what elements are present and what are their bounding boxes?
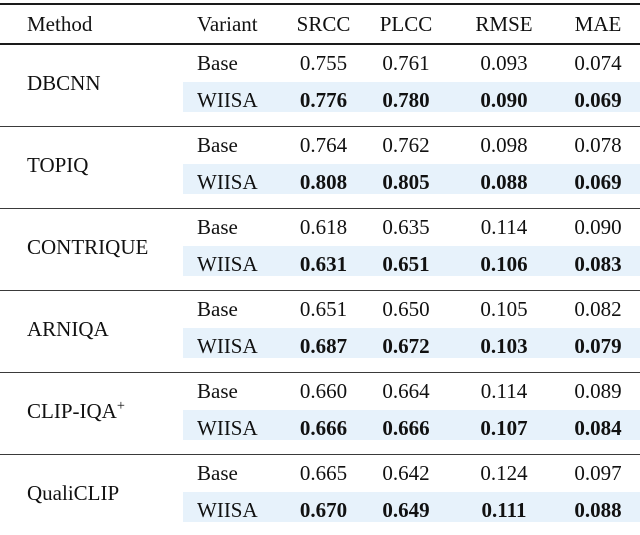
metric-value-cell: 0.084 [556,410,640,455]
metric-value-cell: 0.079 [556,328,640,373]
metric-value-cell: 0.106 [452,246,556,291]
metric-value-cell: 0.664 [360,372,452,410]
metric-value-cell: 0.088 [452,164,556,209]
metric-value-cell: 0.650 [360,290,452,328]
method-name: DBCNN [27,71,101,95]
method-superscript: + [116,398,125,414]
metric-value-cell: 0.808 [287,164,360,209]
column-header-srcc: SRCC [287,4,360,45]
metric-value-cell: 0.114 [452,372,556,410]
metric-value-cell: 0.105 [452,290,556,328]
metric-value-cell: 0.074 [574,51,622,75]
metric-value-cell: 0.780 [360,82,452,127]
metric-value-cell: 0.093 [480,51,528,75]
metric-value-cell: 0.651 [287,290,360,328]
method-name-cell: DBCNN [0,42,183,125]
variant-cell: Base [197,51,238,75]
variant-cell: Base [183,126,287,164]
table-header-row: Method Variant SRCC PLCC RMSE MAE [0,4,640,45]
metric-value-cell: 0.103 [452,328,556,373]
table-row: CONTRIQUE Base 0.618 0.635 0.114 0.090 [0,206,640,289]
metric-value-cell: 0.618 [287,208,360,246]
method-name-cell: ARNIQA [0,288,183,371]
column-header-rmse: RMSE [452,4,556,45]
method-name: CLIP-IQA [27,399,117,423]
method-name: TOPIQ [27,153,89,177]
metric-value-cell: 0.082 [556,290,640,328]
metric-value-cell: 0.124 [452,454,556,492]
method-group-clip-iqa: CLIP-IQA+ Base 0.660 0.664 0.114 0.089 W… [0,370,640,455]
metric-value-cell: 0.088 [556,492,640,535]
method-name-cell: QualiCLIP [0,452,183,535]
table-row: CLIP-IQA+ Base 0.660 0.664 0.114 0.089 [0,370,640,453]
table-row: DBCNN Base 0.755 0.761 0.093 0.074 [0,44,640,95]
table-row-highlighted: WIISA 0.808 0.805 0.088 0.069 [0,164,640,209]
metric-value-cell: 0.090 [452,82,556,127]
metric-value-cell: 0.666 [287,410,360,455]
table-row-highlighted: WIISA 0.666 0.666 0.107 0.084 [0,410,640,455]
variant-cell: WIISA [183,164,287,209]
column-header-mae: MAE [556,4,640,45]
metric-value-cell: 0.665 [287,454,360,492]
table-row: TOPIQ Base 0.764 0.762 0.098 0.078 [0,124,640,207]
metric-value-cell: 0.078 [556,126,640,164]
metric-value-cell: 0.635 [360,208,452,246]
method-name: CONTRIQUE [27,235,149,259]
metric-value-cell: 0.111 [452,492,556,535]
variant-cell: Base [183,372,287,410]
table-row-highlighted: WIISA 0.687 0.672 0.103 0.079 [0,328,640,373]
method-group-qualiclip: QualiCLIP Base 0.665 0.642 0.124 0.097 W… [0,452,640,535]
metric-value-cell: 0.090 [556,208,640,246]
metric-value-cell: 0.089 [556,372,640,410]
variant-cell: WIISA [183,246,287,291]
metric-value-cell: 0.670 [287,492,360,535]
metric-value-cell: 0.107 [452,410,556,455]
table-row-highlighted: WIISA 0.776 0.780 0.090 0.069 [0,82,640,127]
metric-value-cell: 0.776 [287,82,360,127]
variant-cell: WIISA [183,410,287,455]
metric-value-cell: 0.069 [556,82,640,127]
metric-value-cell: 0.805 [360,164,452,209]
method-name: QualiCLIP [27,481,120,505]
metric-value-cell: 0.666 [360,410,452,455]
table-row: QualiCLIP Base 0.665 0.642 0.124 0.097 [0,452,640,535]
metric-value-cell: 0.642 [360,454,452,492]
variant-cell: Base [183,290,287,328]
metric-value-cell: 0.098 [452,126,556,164]
variant-cell: WIISA [183,82,287,127]
method-name-cell: CONTRIQUE [0,206,183,289]
metric-value-cell: 0.651 [360,246,452,291]
method-name-cell: TOPIQ [0,124,183,207]
method-name-cell: CLIP-IQA+ [0,370,183,453]
metric-value-cell: 0.097 [556,454,640,492]
method-group-arniqa: ARNIQA Base 0.651 0.650 0.105 0.082 WIIS… [0,288,640,373]
column-header-variant: Variant [183,4,287,45]
metric-value-cell: 0.649 [360,492,452,535]
method-name: ARNIQA [27,317,109,341]
table-row-highlighted: WIISA 0.670 0.649 0.111 0.088 [0,492,640,535]
results-table: Method Variant SRCC PLCC RMSE MAE DBCNN … [0,3,640,535]
table-row-highlighted: WIISA 0.631 0.651 0.106 0.083 [0,246,640,291]
method-group-dbcnn: DBCNN Base 0.755 0.761 0.093 0.074 WIISA… [0,44,640,127]
column-header-plcc: PLCC [360,4,452,45]
metric-value-cell: 0.660 [287,372,360,410]
metric-value-cell: 0.631 [287,246,360,291]
metric-value-cell: 0.083 [556,246,640,291]
variant-cell: Base [183,208,287,246]
method-group-contrique: CONTRIQUE Base 0.618 0.635 0.114 0.090 W… [0,206,640,291]
variant-cell: Base [183,454,287,492]
metric-value-cell: 0.764 [287,126,360,164]
metric-value-cell: 0.114 [452,208,556,246]
metric-value-cell: 0.755 [299,51,348,75]
variant-cell: WIISA [183,492,287,535]
metric-value-cell: 0.762 [360,126,452,164]
method-group-topiq: TOPIQ Base 0.764 0.762 0.098 0.078 WIISA… [0,124,640,209]
metric-value-cell: 0.761 [382,51,430,75]
variant-cell: WIISA [183,328,287,373]
column-header-method: Method [0,4,183,45]
metric-value-cell: 0.672 [360,328,452,373]
metric-value-cell: 0.687 [287,328,360,373]
metric-value-cell: 0.069 [556,164,640,209]
table-row: ARNIQA Base 0.651 0.650 0.105 0.082 [0,288,640,371]
